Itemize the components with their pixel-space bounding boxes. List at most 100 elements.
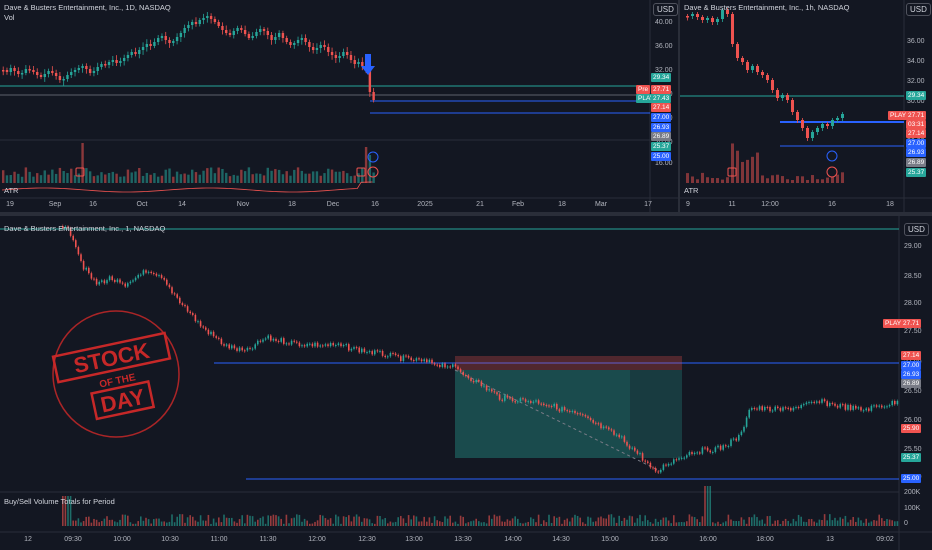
minute-candle <box>439 364 441 367</box>
minute-volume-bar <box>719 523 722 526</box>
minute-volume-bar <box>236 522 238 526</box>
minute-candle <box>259 340 262 342</box>
minute-volume-bar <box>519 522 522 526</box>
minute-candle <box>114 280 116 282</box>
minute-chart-pane[interactable]: Dave & Busters Entertainment, Inc., 1, N… <box>0 216 932 550</box>
daily-volume-bar <box>236 175 239 183</box>
hourly-price-chart[interactable] <box>680 0 932 212</box>
daily-x-tick: 18 <box>558 201 566 208</box>
minute-currency-button[interactable]: USD <box>904 223 929 236</box>
minute-candle <box>454 364 457 367</box>
minute-volume-bar <box>275 515 277 526</box>
minute-volume-bar <box>862 522 865 526</box>
minute-candle <box>423 359 425 362</box>
daily-volume-bar <box>266 167 269 183</box>
minute-volume-bar <box>569 521 571 526</box>
minute-candle <box>743 426 745 432</box>
minute-candle <box>803 404 805 406</box>
minute-candle <box>592 420 594 423</box>
minute-candle <box>522 398 524 400</box>
pane-separator-horizontal[interactable] <box>0 212 932 216</box>
minute-candle <box>303 345 306 347</box>
minute-volume-bar <box>270 515 272 526</box>
daily-volume-bar <box>179 174 183 183</box>
daily-candle <box>198 20 201 24</box>
minute-candle <box>324 344 327 346</box>
hourly-chart-pane[interactable]: Dave & Busters Entertainment, Inc., 1h, … <box>680 0 932 212</box>
minute-candle <box>88 267 90 274</box>
minute-candle <box>158 275 160 277</box>
minute-candle <box>166 279 168 285</box>
minute-volume-bar <box>714 523 717 526</box>
minute-candle <box>337 343 340 346</box>
down-arrow-icon <box>361 54 375 75</box>
minute-candle <box>212 331 215 337</box>
daily-volume-bar <box>213 173 217 183</box>
daily-candle <box>236 28 239 31</box>
minute-candle <box>514 401 516 403</box>
daily-candle <box>338 56 341 58</box>
minute-candle <box>140 274 142 276</box>
minute-candle <box>595 422 597 424</box>
hourly-candle <box>751 66 754 70</box>
daily-candle <box>119 61 122 63</box>
daily-candle <box>368 70 372 92</box>
daily-candle <box>5 70 9 72</box>
daily-currency-button[interactable]: USD <box>653 3 678 16</box>
minute-candle <box>735 438 737 441</box>
daily-candle <box>24 69 28 73</box>
daily-candle <box>191 22 194 25</box>
daily-volume-bar <box>96 175 99 183</box>
daily-price-chart[interactable] <box>0 0 678 212</box>
minute-candle <box>150 271 152 273</box>
minute-volume-bar <box>548 514 550 526</box>
minute-volume-bar <box>860 520 862 526</box>
minute-x-tick: 18:00 <box>756 536 774 543</box>
daily-volume-bar <box>191 169 194 183</box>
daily-volume-bar <box>308 173 311 183</box>
pane-separator-vertical[interactable] <box>678 0 680 212</box>
daily-volume-bar <box>62 171 65 183</box>
minute-volume-bar <box>699 522 701 526</box>
minute-volume-bar <box>704 486 706 526</box>
minute-volume-bar <box>218 517 220 526</box>
minute-volume-bar <box>368 519 371 526</box>
minute-volume-bar <box>316 520 319 526</box>
daily-volume-bar <box>58 167 62 183</box>
minute-candle <box>127 283 129 287</box>
minute-y-tick: 25.50 <box>904 446 922 453</box>
minute-volume-bar <box>153 519 155 526</box>
hourly-volume-bar <box>686 173 689 183</box>
minute-volume-bar <box>556 517 558 526</box>
minute-candle <box>496 392 498 395</box>
minute-volume-bar <box>561 523 563 526</box>
minute-candle <box>888 405 891 407</box>
minute-candle <box>137 274 139 278</box>
minute-volume-bar <box>600 516 602 526</box>
minute-volume-bar <box>329 518 332 526</box>
minute-candle <box>709 450 711 453</box>
hourly-currency-button[interactable]: USD <box>906 3 931 16</box>
daily-volume-bar <box>330 169 334 183</box>
daily-candle <box>243 30 247 34</box>
minute-candle <box>857 407 860 409</box>
minute-candle <box>103 280 106 284</box>
hourly-price-tag: 27.14 <box>906 129 927 138</box>
daily-candle <box>43 74 46 77</box>
minute-candle <box>379 350 381 352</box>
minute-candle <box>75 240 77 248</box>
minute-volume-bar <box>467 522 470 526</box>
minute-volume-bar <box>522 523 524 526</box>
daily-price-tag: 29.34 <box>651 73 672 82</box>
minute-candle <box>101 280 103 282</box>
daily-candle <box>172 41 175 43</box>
minute-candle <box>493 391 496 393</box>
daily-chart-pane[interactable]: Dave & Busters Entertainment, Inc., 1D, … <box>0 0 678 212</box>
hourly-volume-bar <box>706 177 709 183</box>
daily-volume-bar <box>28 171 31 183</box>
minute-price-chart[interactable] <box>0 216 932 550</box>
minute-volume-bar <box>82 521 85 526</box>
minute-candle <box>142 270 145 275</box>
minute-candle <box>712 451 714 453</box>
daily-candle <box>47 71 50 74</box>
